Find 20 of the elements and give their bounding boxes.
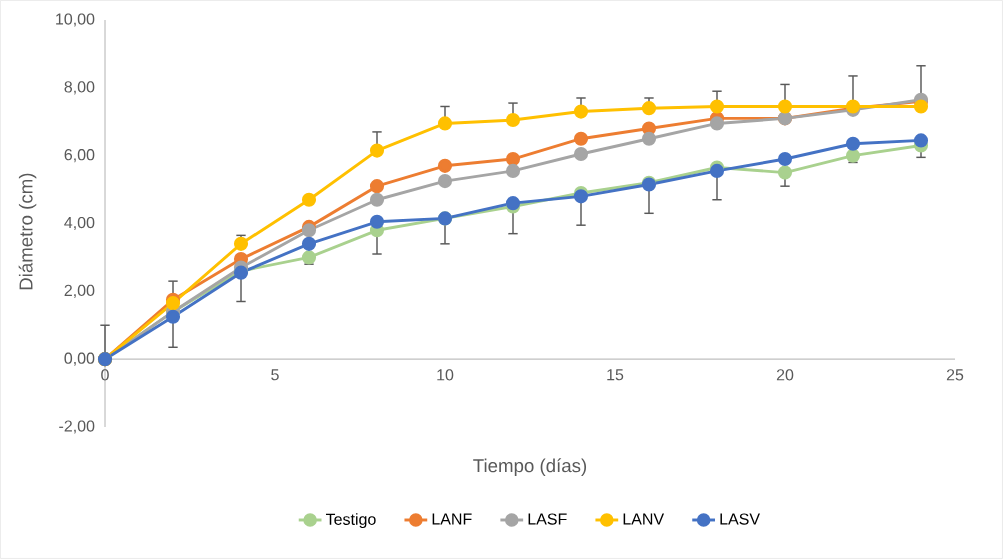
y-tick-label: 8,00 [64,81,95,95]
legend-label: LANF [432,513,472,525]
legend-label: LASF [528,513,567,525]
y-tick-label: 10,00 [56,13,95,27]
legend-label: LASV [720,513,760,525]
y-axis-title: Diámetro (cm) [18,173,37,290]
y-tick-label: 2,00 [64,284,95,298]
y-tick-label: -2,00 [59,420,95,434]
legend-label: LANV [623,513,665,525]
y-tick-label: 0,00 [64,352,95,366]
x-tick-label: 20 [776,369,794,381]
x-tick-label: 15 [607,369,624,381]
legend-label: Testigo [325,513,376,529]
y-tick-label: 4,00 [64,216,95,231]
x-tick-label: 25 [946,369,964,381]
x-tick-label: 0 [101,369,109,381]
x-tick-label: 10 [437,369,454,381]
x-axis-title: Tiempo (días) [473,458,587,476]
y-tick-label: 6,00 [64,149,95,163]
x-tick-label: 5 [271,369,279,381]
